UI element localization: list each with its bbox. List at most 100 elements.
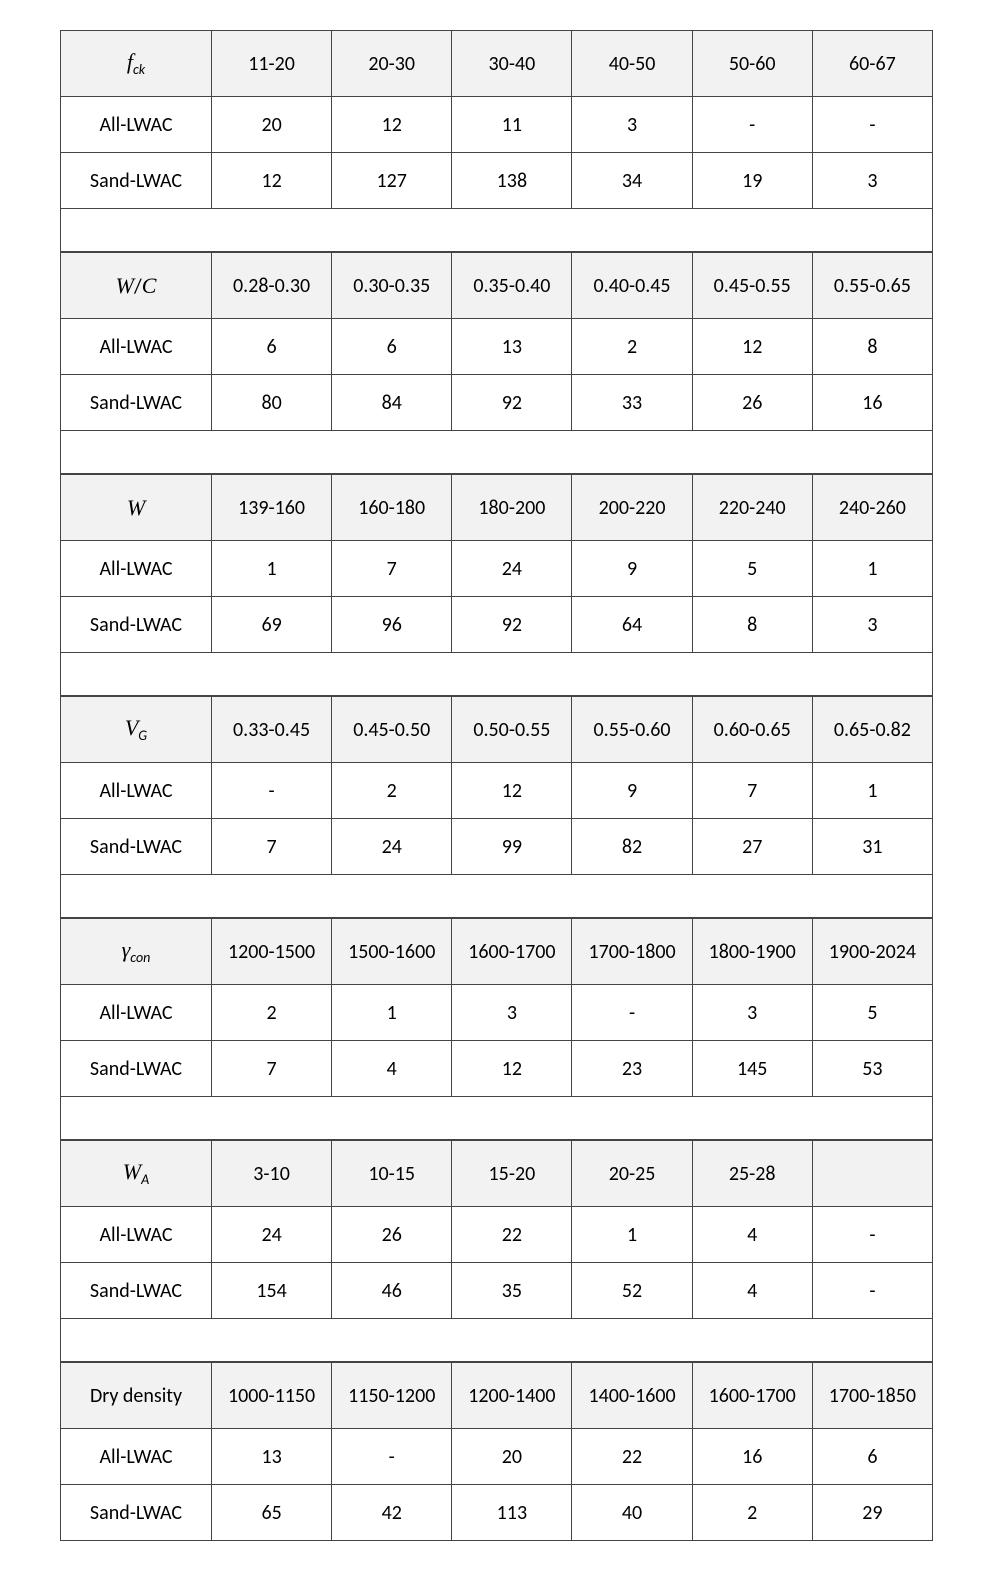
group-spacer — [60, 1319, 933, 1362]
value-cell: 65 — [212, 1485, 332, 1541]
value-cell: - — [332, 1429, 452, 1485]
value-cell: 20 — [212, 97, 332, 153]
value-cell: 16 — [812, 375, 932, 431]
column-range-header: 1600-1700 — [452, 919, 572, 985]
table-header-row: WA3-1010-1515-2020-2525-28 — [61, 1141, 933, 1207]
value-cell: 84 — [332, 375, 452, 431]
column-range-header: 240-260 — [812, 475, 932, 541]
value-cell: 92 — [452, 375, 572, 431]
table-row: Sand-LWAC1544635524- — [61, 1263, 933, 1319]
row-label-cell: All-LWAC — [61, 985, 212, 1041]
parameter-name-cell: γcon — [61, 919, 212, 985]
row-label-cell: Sand-LWAC — [61, 1041, 212, 1097]
value-cell: 7 — [212, 819, 332, 875]
value-cell: 1 — [812, 763, 932, 819]
column-range-header: 15-20 — [452, 1141, 572, 1207]
value-cell: 6 — [212, 319, 332, 375]
value-cell: 7 — [692, 763, 812, 819]
table-header-row: fck11-2020-3030-4040-5050-6060-67 — [61, 31, 933, 97]
group-spacer — [60, 875, 933, 918]
column-range-header: 40-50 — [572, 31, 692, 97]
value-cell: 138 — [452, 153, 572, 209]
table-header-row: γcon1200-15001500-16001600-17001700-1800… — [61, 919, 933, 985]
column-range-header: 1600-1700 — [692, 1363, 812, 1429]
value-cell: 2 — [332, 763, 452, 819]
row-label-cell: Sand-LWAC — [61, 597, 212, 653]
value-cell: 4 — [332, 1041, 452, 1097]
value-cell: 1 — [572, 1207, 692, 1263]
group-spacer — [60, 1097, 933, 1140]
row-label-cell: All-LWAC — [61, 97, 212, 153]
value-cell: 6 — [332, 319, 452, 375]
value-cell: 26 — [692, 375, 812, 431]
value-cell: 24 — [212, 1207, 332, 1263]
value-cell: 3 — [812, 597, 932, 653]
column-range-header: 220-240 — [692, 475, 812, 541]
value-cell: 80 — [212, 375, 332, 431]
column-range-header: 1500-1600 — [332, 919, 452, 985]
value-cell: 23 — [572, 1041, 692, 1097]
value-cell: 69 — [212, 597, 332, 653]
value-cell: 11 — [452, 97, 572, 153]
table-header-row: W139-160160-180180-200200-220220-240240-… — [61, 475, 933, 541]
table-header-row: VG0.33-0.450.45-0.500.50-0.550.55-0.600.… — [61, 697, 933, 763]
column-range-header: 20-25 — [572, 1141, 692, 1207]
column-range-header: 25-28 — [692, 1141, 812, 1207]
value-cell: 154 — [212, 1263, 332, 1319]
parameter-table: VG0.33-0.450.45-0.500.50-0.550.55-0.600.… — [60, 696, 933, 875]
parameter-table: WA3-1010-1515-2020-2525-28All-LWAC242622… — [60, 1140, 933, 1319]
column-range-header: 20-30 — [332, 31, 452, 97]
column-range-header: 30-40 — [452, 31, 572, 97]
value-cell: 40 — [572, 1485, 692, 1541]
value-cell: - — [812, 1207, 932, 1263]
table-row: Sand-LWAC72499822731 — [61, 819, 933, 875]
value-cell: 6 — [812, 1429, 932, 1485]
value-cell: 27 — [692, 819, 812, 875]
column-range-header: 0.55-0.65 — [812, 253, 932, 319]
row-label-cell: All-LWAC — [61, 1207, 212, 1263]
parameter-table: fck11-2020-3030-4040-5050-6060-67All-LWA… — [60, 30, 933, 209]
value-cell: 92 — [452, 597, 572, 653]
parameter-name-cell: fck — [61, 31, 212, 97]
value-cell: 29 — [812, 1485, 932, 1541]
column-range-header: 200-220 — [572, 475, 692, 541]
value-cell: 4 — [692, 1263, 812, 1319]
value-cell: 9 — [572, 541, 692, 597]
value-cell: 31 — [812, 819, 932, 875]
value-cell: 42 — [332, 1485, 452, 1541]
column-range-header: 0.45-0.55 — [692, 253, 812, 319]
column-range-header: 10-15 — [332, 1141, 452, 1207]
table-header-row: Dry density1000-11501150-12001200-140014… — [61, 1363, 933, 1429]
table-row: Sand-LWAC1212713834193 — [61, 153, 933, 209]
column-range-header: 180-200 — [452, 475, 572, 541]
parameter-name-cell: VG — [61, 697, 212, 763]
value-cell: 1 — [332, 985, 452, 1041]
value-cell: 34 — [572, 153, 692, 209]
table-row: Sand-LWAC654211340229 — [61, 1485, 933, 1541]
row-label-cell: Sand-LWAC — [61, 375, 212, 431]
column-range-header: 139-160 — [212, 475, 332, 541]
value-cell: 24 — [332, 819, 452, 875]
column-range-header: 1200-1400 — [452, 1363, 572, 1429]
value-cell: 33 — [572, 375, 692, 431]
value-cell: 22 — [572, 1429, 692, 1485]
parameter-table: W139-160160-180180-200200-220220-240240-… — [60, 474, 933, 653]
parameter-table: W/C0.28-0.300.30-0.350.35-0.400.40-0.450… — [60, 252, 933, 431]
column-range-header: 1000-1150 — [212, 1363, 332, 1429]
value-cell: 2 — [572, 319, 692, 375]
value-cell: - — [572, 985, 692, 1041]
table-row: All-LWAC1724951 — [61, 541, 933, 597]
column-range-header: 160-180 — [332, 475, 452, 541]
column-range-header: 0.40-0.45 — [572, 253, 692, 319]
row-label-cell: All-LWAC — [61, 319, 212, 375]
row-label-cell: Sand-LWAC — [61, 819, 212, 875]
value-cell: 127 — [332, 153, 452, 209]
value-cell: - — [692, 97, 812, 153]
value-cell: 12 — [452, 1041, 572, 1097]
column-range-header: 0.55-0.60 — [572, 697, 692, 763]
column-range-header: 1900-2024 — [812, 919, 932, 985]
column-range-header: 0.65-0.82 — [812, 697, 932, 763]
value-cell: 64 — [572, 597, 692, 653]
column-range-header: 1150-1200 — [332, 1363, 452, 1429]
parameter-table: γcon1200-15001500-16001600-17001700-1800… — [60, 918, 933, 1097]
